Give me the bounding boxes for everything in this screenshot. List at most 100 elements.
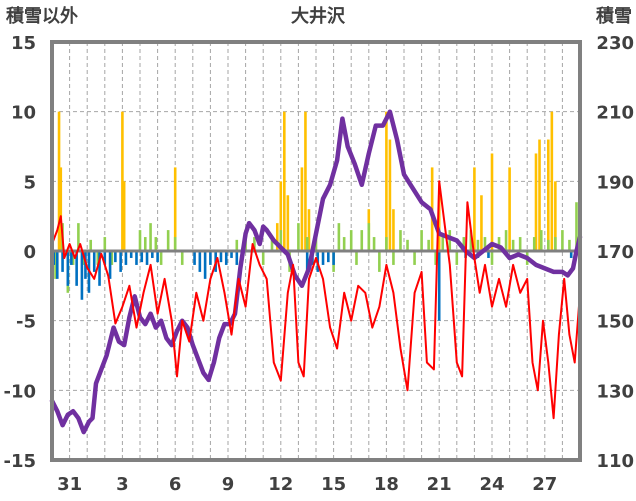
blue-bar-mark — [487, 251, 490, 258]
precip-bar-mark — [173, 167, 177, 251]
x-tick-label: 15 — [321, 474, 346, 495]
precip-bar-mark — [490, 153, 494, 251]
blue-bar-mark — [230, 251, 233, 258]
x-tick-label: 3 — [116, 474, 129, 495]
green-bar-mark — [342, 237, 346, 251]
right-tick-label: 190 — [596, 172, 634, 193]
green-bar-mark — [532, 237, 536, 251]
green-bar-mark — [235, 239, 239, 251]
right-tick-label: 130 — [596, 381, 634, 402]
blue-bar-mark — [156, 251, 159, 263]
green-bar-mark — [173, 237, 177, 251]
precip-bar-mark — [304, 111, 307, 252]
green-bar-mark — [406, 239, 409, 251]
green-bar-mark — [441, 237, 445, 251]
blue-bar-mark — [103, 251, 107, 265]
left-tick-label: -10 — [3, 381, 36, 402]
blue-bar-mark — [55, 251, 59, 279]
green-bar-mark — [455, 251, 459, 265]
green-bar-mark — [54, 251, 57, 279]
precip-bar-mark — [385, 111, 388, 252]
right-tick-label: 170 — [596, 242, 634, 263]
right-axis-label: 積雪 — [595, 5, 632, 27]
x-tick-label: 31 — [57, 474, 82, 495]
precip-bar-mark — [437, 195, 441, 251]
blue-bar-mark — [129, 251, 133, 258]
blue-bar-mark — [437, 251, 441, 321]
green-bar-mark — [360, 230, 364, 251]
blue-bar-mark — [108, 251, 112, 279]
x-tick-label: 12 — [268, 474, 293, 495]
precip-bar-mark — [275, 223, 279, 251]
green-bar-mark — [71, 251, 75, 265]
green-bar-mark — [462, 237, 466, 251]
green-bar-mark — [504, 230, 508, 251]
green-bar-mark — [448, 230, 452, 251]
precip-bar-mark — [286, 195, 290, 251]
green-bar-mark — [349, 230, 353, 251]
left-tick-label: -15 — [3, 451, 36, 472]
blue-bar-mark — [75, 251, 78, 286]
blue-bar-mark — [124, 251, 128, 265]
green-bar-mark — [96, 251, 100, 265]
green-bar-mark — [166, 230, 170, 251]
blue-bar-mark — [145, 251, 149, 265]
green-bar-mark — [392, 251, 395, 265]
green-bar-mark — [427, 239, 430, 251]
green-bar-mark — [89, 239, 93, 251]
blue-bar-mark — [92, 251, 96, 272]
plot-frame — [50, 40, 582, 462]
right-tick-label: 210 — [596, 103, 634, 124]
precip-bar-mark — [473, 167, 476, 251]
left-tick-label: 0 — [23, 242, 36, 263]
green-bar-mark — [180, 251, 184, 265]
x-tick-label: 27 — [532, 474, 557, 495]
blue-bar-mark — [198, 251, 202, 272]
precip-bar-mark — [538, 139, 541, 251]
green-bar-mark — [497, 237, 501, 251]
blue-bar-mark — [203, 251, 207, 279]
green-bar-mark — [261, 251, 265, 265]
right-tick-label: 110 — [596, 451, 634, 472]
green-bar-mark — [568, 239, 571, 251]
blue-bar-mark — [235, 251, 239, 265]
blue-bar-mark — [332, 251, 335, 265]
green-bar-mark — [561, 230, 564, 251]
blue-bar-mark — [61, 251, 64, 272]
green-bar-mark — [372, 237, 376, 251]
green-bar-mark — [270, 239, 274, 251]
precip-bar-mark — [550, 111, 554, 252]
blue-bar-mark — [114, 251, 117, 263]
blue-bar-mark — [193, 251, 196, 265]
blue-bar-mark — [119, 251, 122, 272]
left-tick-label: 15 — [11, 33, 36, 54]
blue-bar-mark — [224, 251, 228, 265]
precip-bar-mark — [121, 111, 124, 252]
blue-bar-mark — [66, 251, 70, 286]
x-tick-label: 18 — [374, 474, 399, 495]
chart-title: 大井沢 — [291, 5, 346, 27]
blue-bar-mark — [321, 251, 325, 265]
left-axis-label: 積雪以外 — [5, 5, 78, 27]
temperature-line — [51, 180, 581, 420]
right-tick-label: 230 — [596, 33, 634, 54]
green-bar-mark — [110, 251, 114, 265]
precip-bar-mark — [534, 153, 538, 251]
precip-bar-mark — [283, 111, 286, 252]
green-bar-mark — [490, 251, 494, 265]
green-bar-mark — [518, 237, 522, 251]
blue-bar-mark — [135, 251, 138, 265]
green-bar-mark — [138, 230, 142, 251]
green-bar-mark — [413, 251, 416, 265]
green-bar-mark — [539, 230, 543, 251]
green-bar-mark — [399, 230, 402, 251]
blue-bar-mark — [98, 251, 101, 286]
green-bar-mark — [483, 237, 487, 251]
precip-bar-mark — [480, 195, 483, 251]
green-bar-mark — [253, 237, 256, 251]
left-tick-label: 5 — [23, 172, 36, 193]
tick-label-layer: 15 10 5 0 -5 -10 -15 230 210 190 170 150 130 110 31 3 6 9… — [3, 33, 634, 495]
green-bar-mark — [77, 223, 80, 251]
